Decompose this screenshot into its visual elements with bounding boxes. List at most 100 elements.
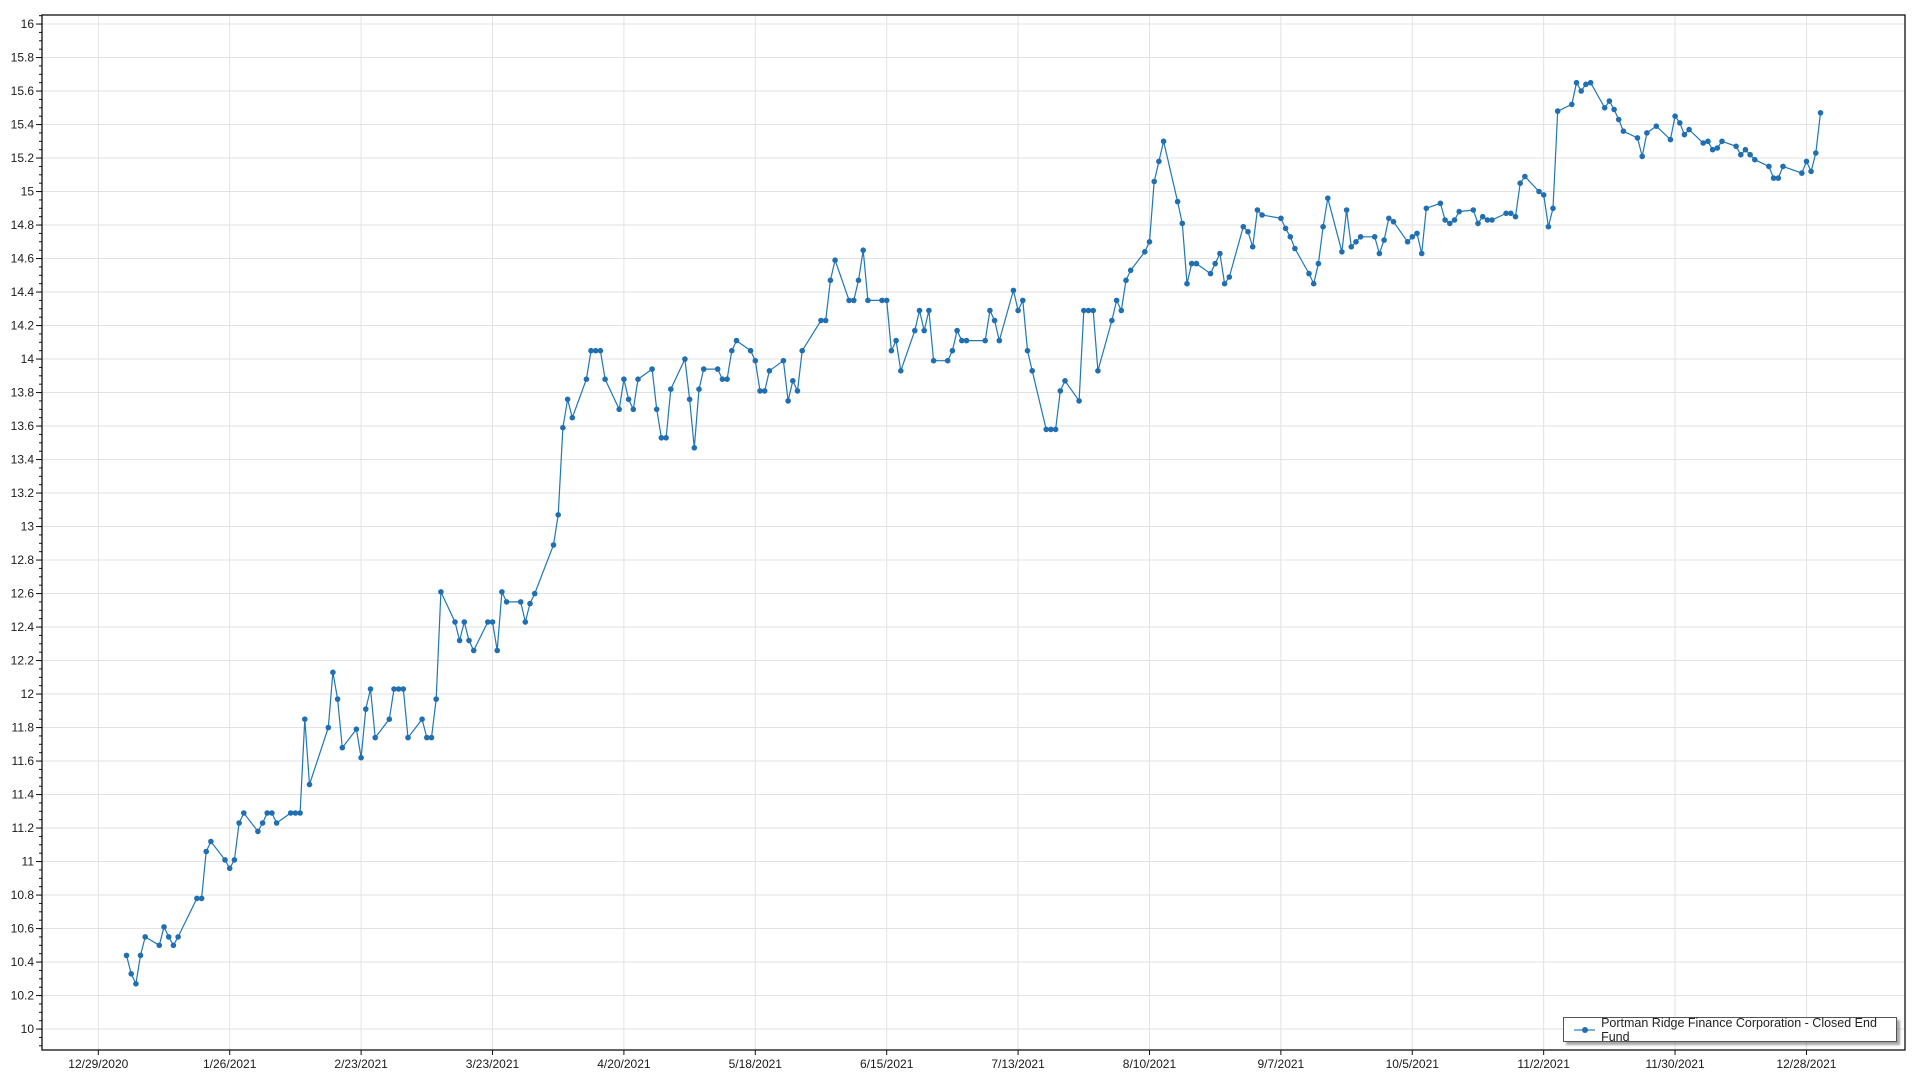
data-point — [1095, 368, 1101, 374]
data-point — [1109, 317, 1115, 324]
data-point — [1174, 198, 1181, 205]
data-point — [128, 971, 134, 977]
data-point — [226, 865, 233, 872]
data-point — [1775, 175, 1782, 181]
legend-line-marker-icon — [1574, 1025, 1596, 1035]
data-point — [194, 895, 200, 902]
data-point — [668, 386, 674, 393]
data-point — [1217, 250, 1223, 257]
data-point — [367, 686, 374, 692]
data-point — [757, 388, 763, 394]
data-point — [846, 297, 852, 304]
data-point — [517, 599, 524, 605]
data-point — [1259, 212, 1265, 218]
x-axis: 12/29/2020 1/26/2021 2/23/2021 3/23/2021 4/2… — [68, 1050, 1837, 1071]
data-point — [485, 619, 491, 625]
data-point — [729, 347, 735, 354]
data-point — [452, 619, 458, 625]
data-point — [325, 724, 332, 731]
data-point — [1306, 270, 1312, 277]
data-point — [1484, 217, 1491, 223]
data-point — [799, 347, 805, 354]
data-point — [1512, 213, 1519, 220]
data-point — [827, 277, 834, 284]
y-tick-label: 10 — [21, 1022, 35, 1036]
data-point — [888, 347, 895, 354]
data-point — [560, 424, 566, 431]
y-axis: 10 10.2 10.4 10.6 10.8 11 11.2 11.4 11.6 11.8 12 12… — [11, 15, 42, 1047]
x-tick-label: 7/13/2021 — [991, 1057, 1045, 1071]
y-tick-label: 10.8 — [11, 888, 35, 902]
data-point — [1221, 280, 1228, 287]
data-point — [1020, 297, 1026, 304]
data-point — [1371, 234, 1378, 240]
data-point — [1470, 207, 1477, 213]
data-point — [832, 257, 838, 264]
data-point — [494, 647, 501, 654]
data-point — [1709, 146, 1716, 153]
data-point — [1043, 426, 1049, 433]
data-point — [954, 327, 960, 334]
data-point — [198, 895, 205, 902]
data-point — [1118, 307, 1125, 314]
data-point — [395, 686, 402, 692]
data-point — [653, 406, 660, 413]
data-point — [1545, 223, 1552, 230]
data-point — [456, 637, 463, 644]
data-point — [1517, 180, 1523, 186]
data-point — [1799, 170, 1805, 176]
y-tick-label: 13.2 — [11, 486, 35, 500]
data-point — [1813, 150, 1819, 156]
data-point — [142, 934, 148, 940]
data-point — [1325, 195, 1331, 201]
data-point — [1062, 378, 1068, 384]
legend: Portman Ridge Finance Corporation - Clos… — [1563, 1016, 1897, 1044]
data-point — [1409, 234, 1416, 240]
data-point — [470, 647, 477, 654]
y-tick-label: 15.4 — [11, 118, 35, 132]
data-point — [1747, 151, 1753, 158]
y-tick-label: 15.8 — [11, 51, 35, 65]
y-tick-label: 11 — [22, 855, 35, 869]
data-point — [522, 619, 529, 625]
data-point — [1536, 188, 1542, 195]
data-point — [405, 734, 411, 741]
y-tick-label: 13.8 — [11, 386, 35, 400]
data-point — [630, 406, 637, 413]
x-tick-label: 10/5/2021 — [1386, 1057, 1440, 1071]
data-point — [1569, 101, 1575, 108]
data-point — [963, 337, 970, 344]
data-point — [930, 357, 937, 364]
data-point — [231, 857, 238, 863]
data-point — [658, 435, 665, 441]
data-point — [1653, 123, 1660, 129]
data-point — [1057, 388, 1064, 394]
data-point — [461, 619, 468, 625]
data-point — [635, 376, 641, 383]
data-point — [982, 337, 988, 344]
data-point — [719, 376, 726, 383]
data-point — [1278, 215, 1284, 222]
data-point — [1503, 210, 1509, 217]
data-point — [1639, 153, 1645, 160]
data-point — [1681, 131, 1688, 138]
data-point — [916, 307, 923, 314]
data-point — [419, 716, 425, 722]
data-point — [222, 857, 228, 863]
data-point — [780, 357, 787, 364]
gridlines — [42, 15, 1905, 1050]
data-point — [1475, 220, 1481, 227]
data-point — [785, 398, 791, 404]
data-point — [1770, 175, 1777, 181]
y-tick-label: 12 — [21, 687, 35, 701]
data-point — [358, 754, 364, 761]
data-point — [682, 356, 688, 362]
x-tick-label: 2/23/2021 — [334, 1057, 388, 1071]
data-point — [391, 686, 397, 692]
data-point — [1156, 158, 1162, 165]
data-point — [273, 820, 280, 826]
data-point — [292, 810, 299, 816]
data-point — [264, 810, 271, 816]
x-tick-label: 11/30/2021 — [1645, 1057, 1704, 1071]
data-point — [996, 337, 1003, 344]
